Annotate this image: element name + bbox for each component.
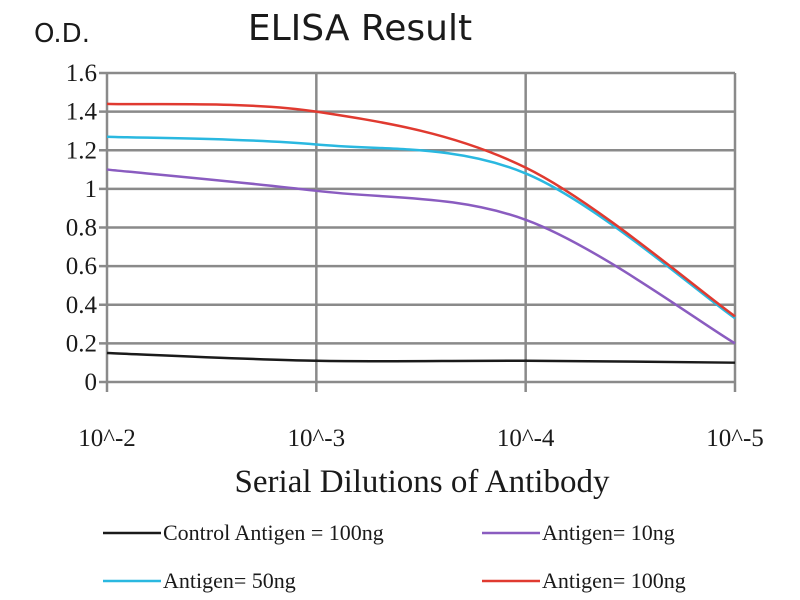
y-tick-label: 1.4	[66, 99, 98, 126]
x-tick-label: 10^-4	[497, 425, 555, 452]
x-tick-labels: 10^-2 10^-3 10^-4 10^-5	[78, 425, 764, 452]
y-tick-label: 1.2	[66, 137, 97, 164]
legend-label: Antigen= 100ng	[542, 568, 686, 593]
x-tick-label: 10^-3	[288, 425, 346, 452]
y-tick-label: 0.4	[66, 292, 98, 319]
chart-title: ELISA Result	[248, 8, 472, 49]
legend-label: Antigen= 10ng	[542, 520, 675, 545]
legend-label: Control Antigen = 100ng	[163, 520, 384, 545]
series-lines	[106, 102, 736, 364]
series-line-0	[106, 351, 736, 364]
x-tick-label: 10^-5	[706, 425, 764, 452]
y-tick-label: 0.2	[66, 330, 97, 357]
y-tick-label: 1.6	[66, 60, 97, 87]
y-tick-label: 0	[85, 369, 98, 396]
y-tick-label: 1	[85, 176, 98, 203]
legend: Control Antigen = 100ng Antigen= 10ng Anti…	[103, 520, 686, 593]
legend-label: Antigen= 50ng	[163, 568, 296, 593]
series-line-1	[106, 168, 736, 345]
series-line-2	[106, 135, 736, 320]
x-axis-label: Serial Dilutions of Antibody	[235, 464, 610, 500]
y-axis-label: O.D.	[34, 19, 90, 49]
y-tick-label: 0.6	[66, 253, 97, 280]
y-tick-label: 0.8	[66, 215, 97, 242]
x-tick-label: 10^-2	[78, 425, 136, 452]
gridlines	[99, 71, 737, 392]
y-tick-labels: 0 0.2 0.4 0.6 0.8 1 1.2 1.4 1.6	[66, 60, 98, 396]
series-line-3	[106, 102, 736, 318]
